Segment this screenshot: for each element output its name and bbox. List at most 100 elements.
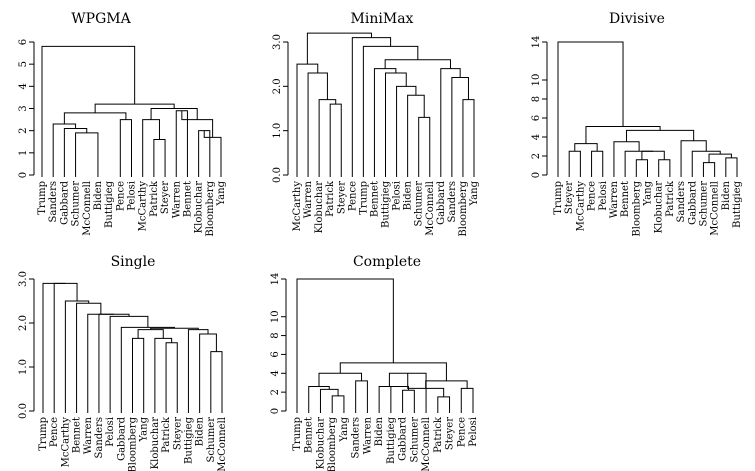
leaf-label: McCarthy [575,181,586,232]
dendrogram-1: 0.0 1.0 2.0 3.0 McCarthy Warren Klobuchar Patri… [272,32,480,237]
leaf-label: Bennet [369,181,380,217]
leaf-label: Yang [216,180,227,206]
y-tick-label: 1.0 [18,359,29,375]
leaf-label: Bloomberg [327,416,338,471]
leaf-label: Buttigieg [386,416,397,464]
leaf-label: Pence [115,181,126,211]
leaf-label: Pence [587,181,598,211]
leaf-label: Yang [643,180,654,206]
dendrogram-branch [702,162,716,177]
dendrogram-branch [437,396,451,413]
y-tick-label: 2.0 [18,315,29,331]
leaf-label: McConnell [710,181,721,236]
leaf-label: Bennet [182,181,193,217]
leaf-label: Steyer [160,181,171,214]
dendrogram-branch [351,37,392,177]
leaf-label: Sanders [676,181,687,222]
chart-title-complete: Complete [353,254,421,270]
leaf-label: McCarthy [138,181,149,232]
y-tick-label: 2 [270,389,281,395]
title-wpgma: WPGMA [71,11,131,27]
leaf-label: Klobuchar [150,417,161,470]
y-tick-label: 6 [270,351,281,357]
dendrogram-branch [460,387,474,413]
leaf-label: Patrick [665,180,676,217]
leaf-label: Sanders [351,417,362,458]
y-tick-label: 0.0 [18,403,29,419]
dendrogram-branch [154,337,173,413]
dendrogram-branch [585,126,661,144]
leaf-label: McConnell [217,417,228,471]
leaf-label: Klobuchar [315,417,326,470]
title-divisive: Divisive [609,11,665,27]
y-tick-label: 0 [18,172,29,178]
leaf-label: Biden [93,180,104,210]
dendrogram-branch [641,150,665,160]
leaf-label: Pelosi [105,417,116,447]
leaf-label: Buttigieg [732,180,743,228]
leaf-label: Pence [49,417,60,447]
dendrogram-branch [199,333,217,413]
dendrogram-branch [425,380,468,389]
leaf-label: Gabbard [398,416,409,460]
dendrogram-branch [680,140,707,177]
y-tick-label: 3.0 [272,34,283,50]
leaf-label: Klobuchar [194,181,205,234]
y-tick-label: 1.0 [272,123,283,139]
chart-title-single: Single [111,254,156,270]
title-complete: Complete [353,254,421,270]
y-tick-label: 4 [531,134,542,140]
dendrogram-branch [362,45,419,177]
leaf-label: Klobuchar [314,181,325,234]
leaf-label: Warren [362,416,373,454]
dendrogram-branch [418,116,431,177]
dendrogram-branch [75,132,99,177]
y-tick-label: 6 [531,115,542,121]
dendrogram-4: 0 2 4 6 8 10 14 Trump Bennet Klobuchar Bloomberg Ya… [270,273,479,471]
y-tick-label: 2 [531,153,542,159]
leaf-label: Buttigieg [104,180,115,228]
leaf-label: Biden [195,416,206,446]
leaf-label: Bloomberg [128,416,139,471]
dendrogram-branch [318,372,363,387]
title-minimax: MiniMax [351,11,414,27]
dendrogram-branch [296,63,319,177]
leaf-label: Biden [721,180,732,210]
leaf-label: Sanders [94,417,105,458]
leaf-label: Sanders [447,181,458,222]
leaf-label: Warren [609,180,620,218]
leaf-label: Schumer [698,181,709,227]
dendrogram-branch [150,108,198,120]
leaf-label: Bennet [304,417,315,453]
y-axis: 0 2 4 6 8 10 14 [531,36,548,178]
dendrogram-branch [451,76,469,177]
leaf-label: Trump [358,181,369,215]
y-tick-label: 3.0 [18,271,29,287]
dendrogram-branch [574,143,598,152]
y-tick-label: 3 [18,105,29,111]
dendrogram-branch [329,103,342,177]
chart-title-divisive: Divisive [609,11,665,27]
dendrogram-branch [142,119,160,177]
dendrogram-branch [624,150,654,177]
dendrogram-branch [725,157,738,177]
y-tick-label: 14 [270,273,281,286]
leaf-label: Pelosi [392,181,403,211]
leaf-label: Gabbard [687,180,698,224]
leaf-label: Warren [83,416,94,454]
y-tick-label: 4 [270,370,281,376]
dendrogram-branch [296,278,394,413]
dendrogram-branch [339,362,447,381]
leaf-label: Buttigieg [381,180,392,228]
dendrogram-branch [94,103,175,113]
y-axis: 0 2 4 6 8 10 14 [270,273,287,414]
leaf-label: Patrick [149,180,160,217]
leaf-label: McCarthy [60,417,71,468]
y-axis: 0.0 1.0 2.0 3.0 [272,34,289,183]
leaf-label: Klobuchar [654,181,665,234]
leaf-label: Bloomberg [631,180,642,236]
dendrogram-branch [355,380,368,413]
dendrogram-branch [591,150,604,177]
leaf-label: Warren [171,180,182,218]
